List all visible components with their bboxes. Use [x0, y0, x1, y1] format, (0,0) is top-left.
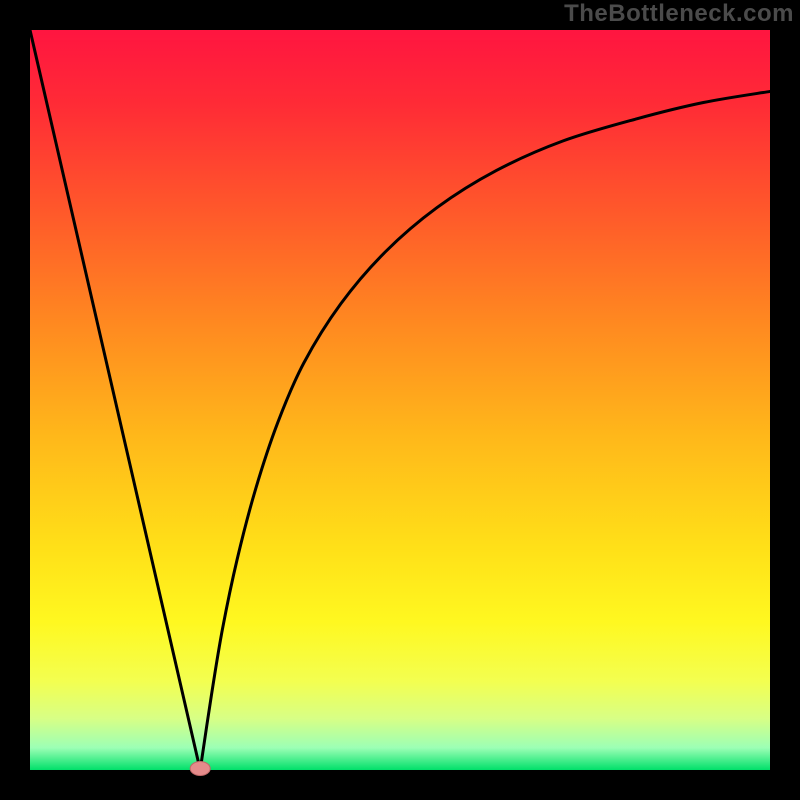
chart-container: TheBottleneck.com [0, 0, 800, 800]
optimal-marker [190, 762, 210, 776]
plot-background [30, 30, 770, 770]
bottleneck-chart [0, 0, 800, 800]
watermark-text: TheBottleneck.com [564, 0, 794, 28]
